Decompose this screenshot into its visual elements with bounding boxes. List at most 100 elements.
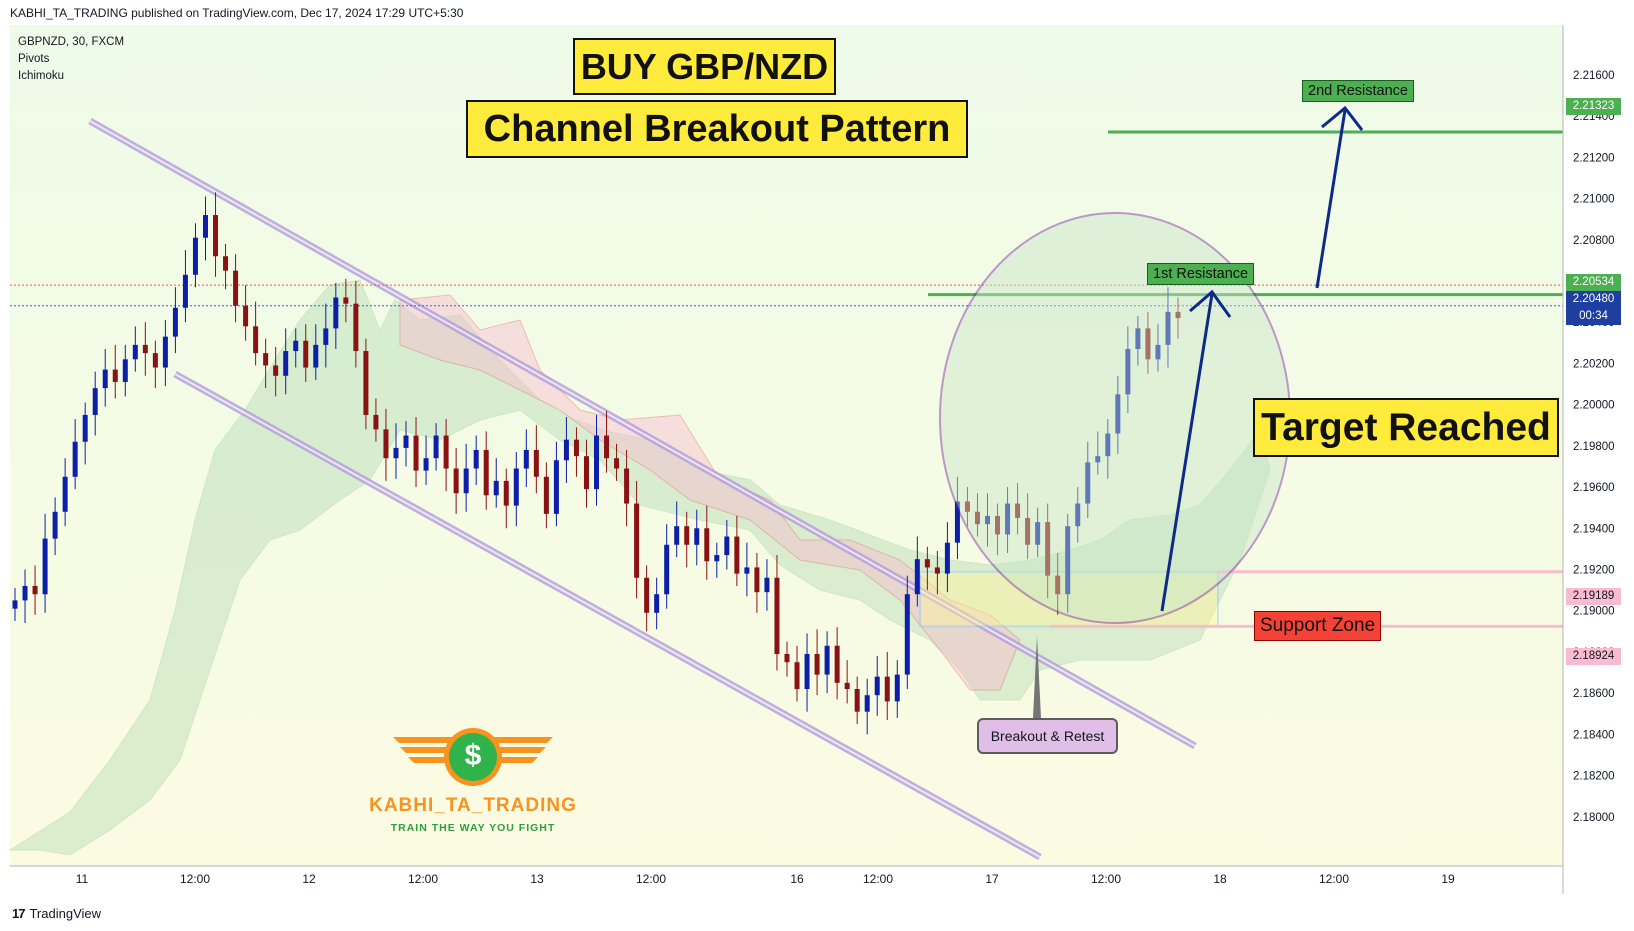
candle-body	[1155, 344, 1161, 360]
candles	[12, 192, 1181, 735]
support-zone-label: Support Zone	[1254, 611, 1382, 641]
candle-body	[132, 344, 138, 360]
candle-body	[604, 435, 610, 459]
candle-body	[162, 336, 168, 368]
candle-body	[1095, 456, 1101, 463]
target-reached-callout: Target Reached	[1253, 398, 1559, 457]
price-tick-label: 2.19000	[1573, 606, 1615, 618]
candle-body	[754, 567, 760, 593]
time-tick-label: 12:00	[408, 872, 438, 886]
candle-body	[1105, 433, 1111, 457]
price-tick-label: 2.21000	[1573, 194, 1615, 206]
candle-body	[142, 344, 148, 354]
time-tick-label: 18	[1213, 872, 1227, 886]
kumo-cloud-red	[399, 294, 1021, 691]
candle-body	[684, 526, 690, 545]
candle-body	[814, 653, 820, 675]
channel-upper-highlight	[89, 120, 1196, 747]
candle-body	[52, 511, 58, 539]
candle-body	[423, 458, 429, 471]
price-axis[interactable]: 2.216002.214002.212002.210002.208002.206…	[1573, 70, 1615, 824]
candle-body	[714, 555, 720, 562]
second-resistance-label: 2nd Resistance	[1302, 80, 1414, 102]
support-bottom-tag: 2.18924	[1566, 648, 1621, 665]
price-tick-label: 2.20200	[1573, 358, 1615, 370]
candle-body	[954, 501, 960, 543]
price-tick-label: 2.19600	[1573, 482, 1615, 494]
time-tick-label: 12:00	[1091, 872, 1121, 886]
candle-body	[864, 695, 870, 712]
symbol-info[interactable]: GBPNZD, 30, FXCM	[18, 36, 125, 48]
time-axis[interactable]: 11 12:00 12 12:00 13 12:00 16 12:00 17 12:00 18 12:…	[76, 872, 1455, 886]
candle-body	[734, 536, 740, 574]
candle-body	[774, 577, 780, 654]
candle-body	[463, 468, 469, 494]
candle-body	[894, 674, 900, 702]
price-levels	[10, 130, 1563, 307]
price-tick-label: 2.19200	[1573, 564, 1615, 576]
candle-body	[493, 480, 499, 496]
tradingview-brand: TradingView	[29, 906, 102, 921]
candle-body	[543, 476, 549, 514]
logo-emblem-icon	[393, 728, 553, 786]
candle-body	[333, 297, 339, 329]
price-tick-label: 2.19800	[1573, 441, 1615, 453]
candle-body	[624, 468, 630, 504]
time-tick-label: 16	[790, 872, 804, 886]
candle-body	[764, 577, 770, 593]
arrow-head-first	[1189, 289, 1232, 318]
res1-price-tag: 2.20534	[1566, 274, 1621, 291]
candle-body	[1065, 526, 1071, 595]
candle-body	[243, 305, 249, 327]
candle-body	[1165, 311, 1171, 345]
indicator-ichimoku[interactable]: Ichimoku	[18, 70, 65, 82]
candle-body	[634, 503, 640, 578]
candle-body	[884, 676, 890, 702]
candle-body	[744, 567, 750, 574]
candle-body	[1025, 517, 1031, 545]
candle-body	[583, 456, 589, 490]
candle-body	[784, 653, 790, 663]
title-callout: BUY GBP/NZD	[573, 38, 836, 95]
candle-body	[794, 662, 800, 690]
candle-body	[804, 653, 810, 690]
candle-body	[644, 577, 650, 613]
price-tick-label: 2.18400	[1573, 729, 1615, 741]
brand-logo: $ KABHI_TA_TRADING TRAIN THE WAY YOU FIG…	[348, 725, 598, 835]
candle-body	[22, 585, 28, 601]
tradingview-logo-icon: 17	[12, 906, 26, 921]
candle-body	[664, 544, 670, 595]
candle-body	[964, 501, 970, 512]
candle-body	[944, 542, 950, 574]
candle-body	[724, 536, 730, 556]
candle-body	[32, 585, 38, 595]
published-line: KABHI_TA_TRADING published on TradingVie…	[10, 6, 464, 20]
candle-body	[82, 414, 88, 442]
channel-lower-highlight	[174, 373, 1041, 858]
candle-body	[1015, 503, 1021, 518]
candle-body	[473, 449, 479, 469]
candle-body	[513, 468, 519, 506]
candle-body	[42, 538, 48, 595]
candle-body	[1085, 462, 1091, 504]
candle-body	[704, 528, 710, 562]
candle-body	[1145, 328, 1151, 360]
candle-body	[353, 303, 359, 352]
indicator-pivots[interactable]: Pivots	[18, 53, 50, 65]
descending-channel	[88, 117, 1197, 861]
candle-body	[443, 435, 449, 469]
candle-body	[573, 439, 579, 457]
breakout-retest-label: Breakout & Retest	[977, 718, 1118, 754]
candle-body	[273, 365, 279, 376]
candle-body	[182, 274, 188, 308]
candle-body	[1005, 503, 1011, 535]
footer[interactable]: 17 TradingView	[12, 906, 101, 921]
candle-body	[92, 388, 98, 415]
candle-body	[654, 594, 660, 613]
candle-body	[72, 441, 78, 477]
candle-body	[985, 515, 991, 525]
candle-body	[844, 682, 850, 690]
candle-body	[413, 435, 419, 471]
candle-body	[834, 645, 840, 683]
candle-body	[594, 435, 599, 490]
